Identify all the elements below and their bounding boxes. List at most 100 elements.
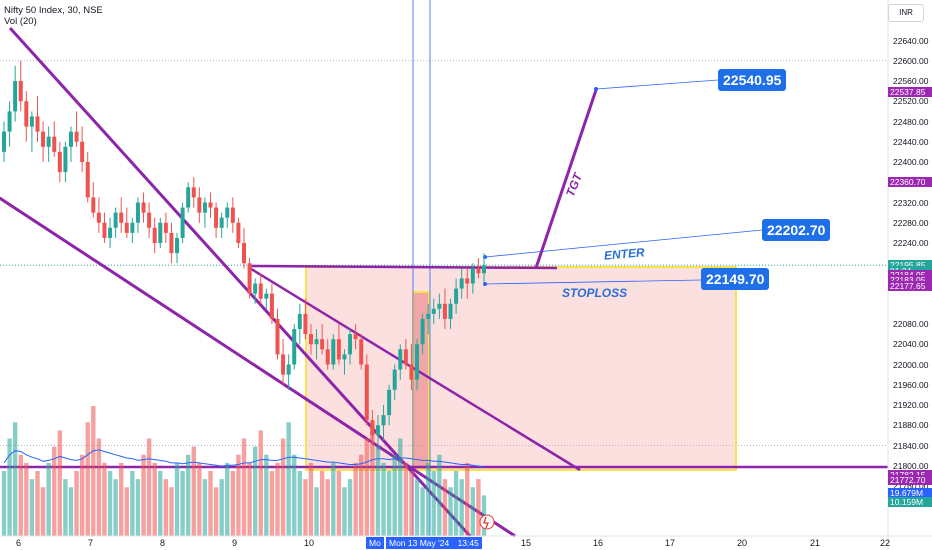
candle-body — [314, 339, 319, 345]
candle-body — [130, 222, 135, 233]
lightning-icon — [483, 516, 489, 529]
time-tick: 10 — [304, 538, 315, 548]
volume-bar — [314, 487, 319, 536]
price-tick: 21760.00 — [893, 481, 929, 491]
price-tick: 22320.00 — [893, 197, 929, 208]
stoploss-price-label: 22149.70 — [701, 268, 770, 290]
volume-bar — [442, 479, 448, 536]
time-tick: 7 — [88, 538, 94, 548]
candle-body — [230, 207, 235, 223]
candle-body — [46, 136, 51, 147]
candle-body — [387, 389, 392, 416]
candle-body — [18, 81, 23, 102]
candle-body — [29, 116, 34, 127]
candle-body — [431, 308, 436, 314]
candle-body — [225, 207, 230, 218]
replay-icon — [479, 514, 495, 530]
time-tick: 6 — [16, 538, 22, 548]
volume-bar — [85, 422, 90, 536]
candle-body — [91, 197, 96, 213]
volume-bar — [74, 471, 79, 536]
volume-bar — [68, 487, 74, 536]
time-tick: 17 — [665, 538, 676, 548]
time-selection-date: Mon 13 May '24 — [389, 538, 450, 548]
candle-body — [180, 207, 185, 238]
price-tick: 22520.00 — [893, 96, 929, 107]
candle-body — [41, 131, 46, 147]
price-label: 22184.95 — [888, 270, 932, 281]
channel-upper-line — [8, 26, 472, 538]
candle-body — [169, 232, 174, 254]
volume-bar — [342, 487, 347, 536]
price-tick: 22440.00 — [893, 136, 929, 147]
volume-bar — [453, 471, 459, 536]
price-label: 22537.85 — [888, 87, 932, 98]
stoploss-zone — [305, 266, 737, 471]
price-tick: 22000.00 — [893, 359, 929, 370]
volume-bar — [107, 471, 113, 536]
volume-ma-line — [3, 449, 485, 468]
price-tick: 21920.00 — [893, 400, 929, 410]
volume-bar — [280, 438, 286, 536]
volume-bar — [225, 462, 230, 536]
price-tick: 22240.00 — [893, 238, 929, 248]
volume-bar — [252, 446, 258, 536]
target-price-label: 22540.95 — [718, 69, 787, 91]
volume-bar — [163, 479, 169, 536]
candle-body — [448, 303, 453, 319]
candle-body — [208, 202, 213, 208]
volume-bar — [425, 462, 431, 536]
candle-body — [68, 131, 73, 147]
candle-body — [308, 334, 313, 345]
volume-bar — [219, 479, 224, 536]
candle-body — [275, 318, 280, 355]
currency-button[interactable]: INR — [888, 4, 924, 22]
candle-body — [454, 288, 459, 304]
candle-body — [442, 303, 447, 319]
price-label: 21772.70 — [888, 474, 932, 485]
volume-bar — [347, 479, 353, 536]
candle-body — [96, 212, 101, 223]
candle-body — [415, 344, 420, 380]
volume-bar — [264, 454, 269, 536]
candle-body — [392, 369, 397, 390]
volume-bar — [269, 471, 275, 536]
candle-body — [113, 212, 118, 228]
candle-body — [381, 415, 386, 426]
candle-body — [163, 222, 168, 233]
time-tick: 16 — [593, 538, 604, 548]
volume-bar — [12, 422, 18, 536]
volume-bar — [398, 438, 403, 536]
volume-bar — [308, 462, 314, 536]
volume-bar — [152, 462, 157, 536]
candle-body — [219, 217, 224, 228]
candle-body — [141, 202, 146, 213]
volume-bar — [319, 471, 325, 536]
candle-body — [269, 293, 274, 319]
candle-body — [147, 212, 152, 228]
candle-body — [247, 263, 252, 294]
volume-bar — [63, 479, 68, 536]
volume-bar — [375, 446, 381, 536]
volume-bar — [297, 471, 303, 536]
candle-body — [175, 237, 180, 254]
price-label: 19.679M — [888, 487, 932, 498]
candle-body — [297, 313, 302, 330]
volume-bar — [459, 479, 464, 536]
volume-bar — [35, 471, 40, 536]
volume-bar — [336, 471, 342, 536]
price-axis[interactable]: 22640.00 22600.00 22560.00 22520.00 22480.00… — [888, 0, 932, 538]
candle-body — [7, 111, 12, 132]
volume-bar — [414, 479, 420, 536]
candle-body — [320, 339, 325, 350]
volume-bar — [141, 454, 146, 536]
candle-body — [375, 425, 380, 436]
volume-bar — [359, 454, 364, 536]
candle-body — [63, 146, 68, 173]
time-tick: 8 — [160, 538, 166, 548]
time-tick: 20 — [737, 538, 748, 548]
volume-bar — [286, 422, 291, 536]
target-projection-line — [534, 89, 598, 269]
